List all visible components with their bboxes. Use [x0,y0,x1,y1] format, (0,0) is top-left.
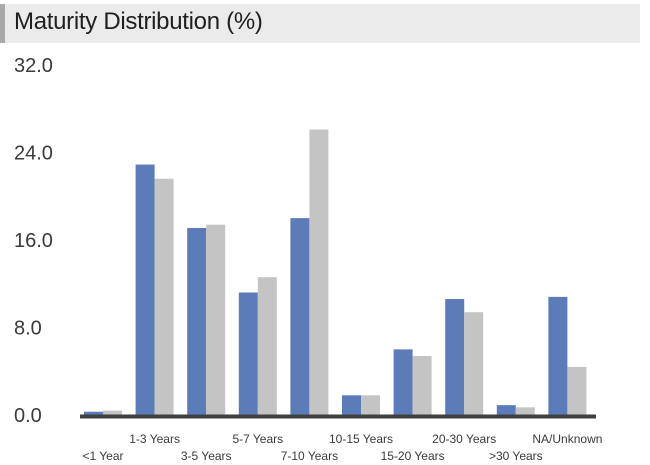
y-axis-ticks: 0.0 8.0 16.0 24.0 32.0 [14,55,53,427]
x-tick-label: 5-7 Years [232,432,283,446]
x-tick-label: 7-10 Years [281,449,338,463]
bar-series-2-5 [361,395,380,415]
y-tick-label: 32.0 [14,55,53,77]
title-accent-bar [0,4,5,43]
x-tick-label: >30 Years [489,449,543,463]
x-tick-label: 3-5 Years [181,449,232,463]
bar-series-2-6 [412,355,432,415]
bar-series-1-4 [290,218,310,415]
y-tick-label: 0.0 [14,405,42,427]
title-bar [0,4,640,43]
bar-series-2-2 [206,224,226,415]
bar-series-1-6 [393,349,413,415]
bar-series-2-0 [103,410,122,415]
bar-series-1-8 [496,405,516,415]
bar-series-1-7 [445,299,465,415]
bar-series-2-1 [154,178,174,415]
y-tick-label: 24.0 [14,143,53,165]
chart-title: Maturity Distribution (%) [14,8,263,35]
x-tick-label: 15-20 Years [381,449,445,463]
x-tick-label: 1-3 Years [129,432,180,446]
bar-series-2-3 [257,277,277,415]
bar-series-2-9 [567,366,587,415]
bar-series-1-1 [135,164,155,415]
bar-series-1-2 [187,227,207,415]
bars [84,129,587,415]
x-tick-label: 10-15 Years [329,432,393,446]
y-tick-label: 8.0 [14,318,42,340]
bar-series-2-7 [464,312,484,415]
x-tick-label: 20-30 Years [432,432,496,446]
bar-series-1-3 [238,292,258,415]
bar-series-1-0 [84,411,103,415]
bar-series-2-4 [309,129,329,415]
x-tick-label: NA/Unknown [532,432,602,446]
bar-series-1-9 [548,296,568,415]
bar-series-1-5 [342,395,361,415]
x-tick-label: <1 Year [82,449,123,463]
y-tick-label: 16.0 [14,230,53,252]
bar-series-2-8 [515,407,535,415]
